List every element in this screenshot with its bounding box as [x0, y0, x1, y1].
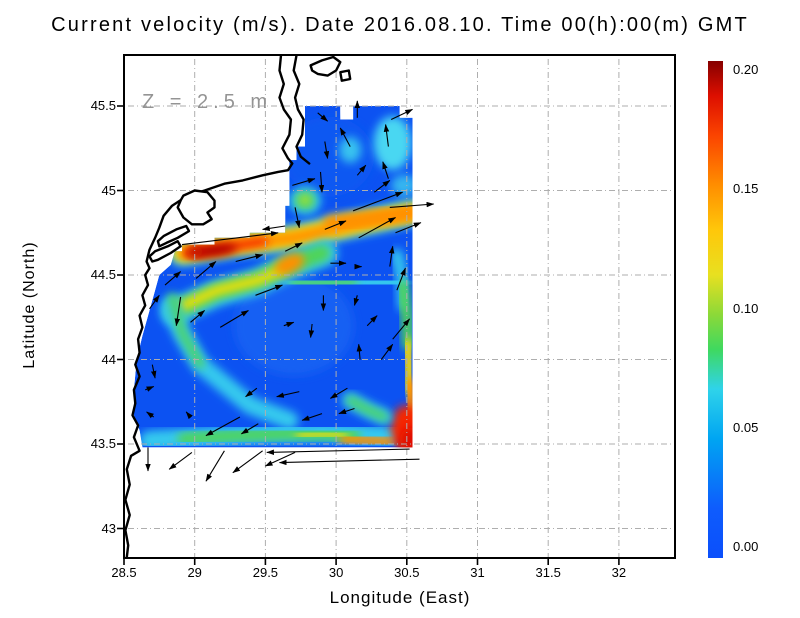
- axis-ticks: [117, 105, 620, 565]
- x-tick-label: 29: [187, 565, 202, 580]
- colorbar-label: 0.05: [733, 419, 759, 435]
- colorbar-label: 0.20: [733, 62, 759, 77]
- x-tick-label: 29.5: [252, 565, 279, 580]
- velocity-heatmap: [133, 106, 413, 448]
- colorbar-label: 0.10: [733, 300, 759, 316]
- y-tick-label: 45: [101, 182, 116, 198]
- depth-annotation: Z = 2.5 m: [142, 91, 273, 113]
- colorbar-label: 0.15: [733, 181, 759, 197]
- page-title: Current velocity (m/s). Date 2016.08.10.…: [51, 14, 749, 36]
- y-tick-label: 43: [101, 520, 116, 536]
- x-tick-label: 32: [611, 565, 627, 580]
- x-tick-label: 30.5: [394, 565, 420, 580]
- y-tick-label: 44.5: [90, 267, 116, 282]
- y-tick-label: 43.5: [90, 436, 116, 451]
- current-vectors: [144, 100, 435, 482]
- gridlines: [124, 55, 675, 558]
- colorbar-label: 0.00: [733, 539, 759, 554]
- x-tick-label: 31.5: [535, 565, 561, 580]
- x-tick-label: 30: [328, 565, 344, 580]
- x-tick-label: 28.5: [111, 565, 137, 580]
- coastline: [124, 54, 352, 559]
- x-axis-title: Longitude (East): [329, 588, 471, 607]
- y-tick-label: 44: [101, 351, 116, 367]
- y-axis-title: Latitude (North): [21, 241, 38, 369]
- y-tick-label: 45.5: [90, 98, 116, 113]
- plot-border: [123, 54, 676, 559]
- x-tick-label: 31: [470, 565, 485, 580]
- colorbar: [708, 61, 723, 558]
